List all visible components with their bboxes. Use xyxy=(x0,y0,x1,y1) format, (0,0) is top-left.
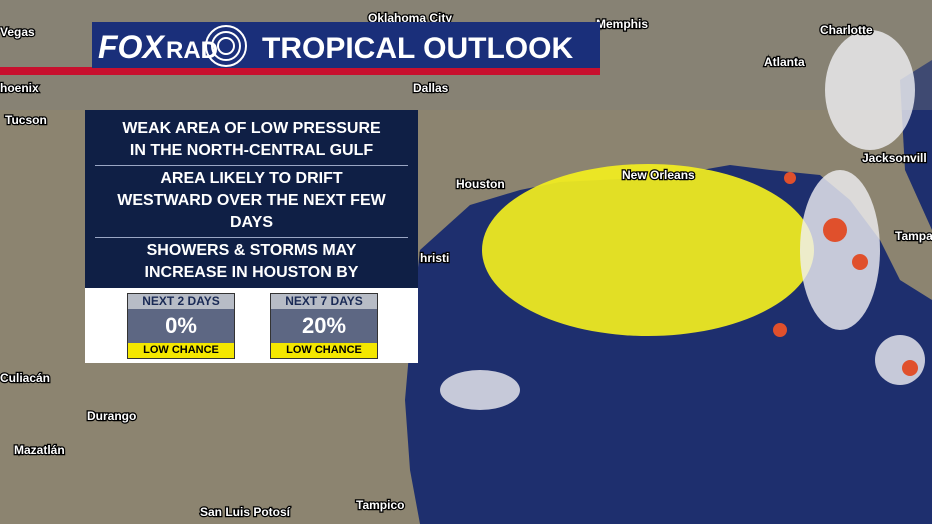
title: TROPICAL OUTLOOK xyxy=(262,32,573,65)
red-stripe xyxy=(0,67,600,75)
city: San Luis Potosí xyxy=(200,505,291,519)
info-list: WEAK AREA OF LOW PRESSURE IN THE NORTH-C… xyxy=(85,110,418,303)
header-bar xyxy=(92,22,600,68)
city: hoenix xyxy=(0,81,39,95)
percent: 0% xyxy=(128,309,234,343)
chance-box: NEXT 7 DAYS 20% LOW CHANCE xyxy=(270,293,378,359)
city: Charlotte xyxy=(820,23,873,37)
storms xyxy=(773,172,918,376)
percent: 20% xyxy=(271,309,377,343)
period: NEXT 2 DAYS xyxy=(128,294,234,309)
period: NEXT 7 DAYS xyxy=(271,294,377,309)
city: hristi xyxy=(420,251,449,265)
level: LOW CHANCE xyxy=(128,343,234,358)
outlook-area xyxy=(482,164,814,336)
info-item: AREA LIKELY TO DRIFT WESTWARD OVER THE N… xyxy=(95,166,408,238)
city-labels: Vegas Oklahoma City Memphis Charlotte ho… xyxy=(0,10,932,521)
city: Vegas xyxy=(0,25,35,39)
info-panel: WEAK AREA OF LOW PRESSURE IN THE NORTH-C… xyxy=(85,110,418,363)
city: Houston xyxy=(456,177,505,191)
logo-rad: RAD xyxy=(166,37,218,64)
city: Atlanta xyxy=(764,55,805,69)
city: New Orleans xyxy=(622,168,695,182)
city: Dallas xyxy=(413,81,449,95)
info-item: WEAK AREA OF LOW PRESSURE IN THE NORTH-C… xyxy=(95,116,408,166)
chances: NEXT 2 DAYS 0% LOW CHANCE NEXT 7 DAYS 20… xyxy=(85,288,418,363)
level: LOW CHANCE xyxy=(271,343,377,358)
clouds xyxy=(440,30,925,410)
city: Jacksonvill xyxy=(862,151,927,165)
logo-fox: FOX xyxy=(98,29,165,65)
chance-box: NEXT 2 DAYS 0% LOW CHANCE xyxy=(127,293,235,359)
city: Culiacán xyxy=(0,371,50,385)
logo-rings xyxy=(205,25,247,67)
city: Memphis xyxy=(596,17,648,31)
city: Tucson xyxy=(5,113,47,127)
city: Tampico xyxy=(356,498,404,512)
city: Tampa xyxy=(895,229,932,243)
city: Durango xyxy=(87,409,136,423)
city: Mazatlán xyxy=(14,443,65,457)
